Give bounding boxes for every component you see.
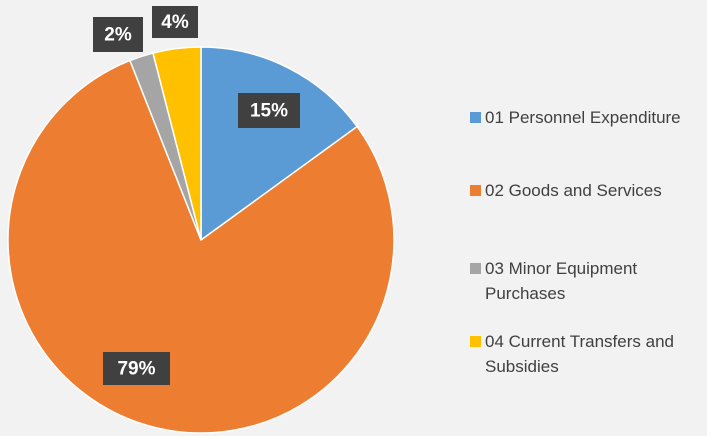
data-label: 15% [250,101,288,122]
data-label-box [103,352,170,385]
data-label: 4% [161,12,189,33]
legend-item: 02 Goods and Services [470,178,700,203]
legend-swatch [470,336,481,347]
legend-swatch [470,185,481,196]
legend-label: 02 Goods and Services [485,181,662,200]
legend-item: 03 Minor Equipment Purchases [470,256,700,306]
legend-swatch [470,112,481,123]
legend-label: 01 Personnel Expenditure [485,108,681,127]
data-label: 2% [104,25,132,46]
data-label-box [238,93,300,128]
pie-slice [152,46,202,241]
data-label-box [152,6,198,38]
legend-label: 04 Current Transfers and Subsidies [485,332,674,376]
legend-label: 03 Minor Equipment Purchases [485,259,638,303]
legend-item: 04 Current Transfers and Subsidies [470,329,700,379]
data-label: 79% [117,359,155,380]
legend-swatch [470,263,481,274]
legend-item: 01 Personnel Expenditure [470,105,700,130]
pie-slice [7,59,395,434]
data-label-box [93,17,143,52]
